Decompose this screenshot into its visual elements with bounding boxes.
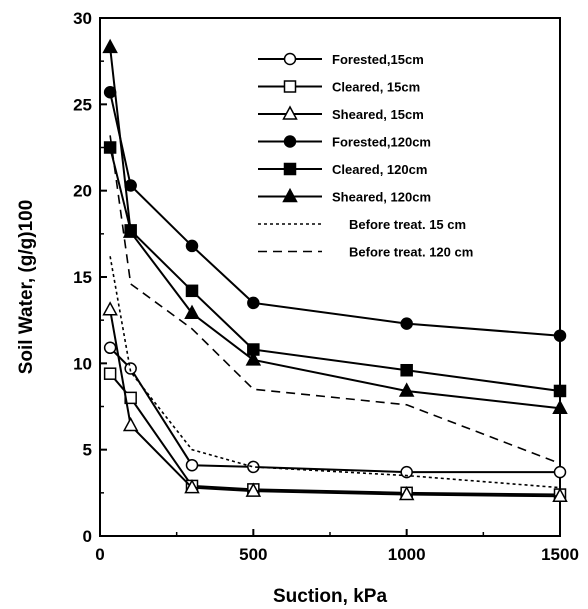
legend-label: Sheared, 120cm [332, 190, 431, 205]
x-tick-label: 0 [95, 545, 104, 564]
series-7 [109, 256, 561, 489]
data-point [553, 384, 567, 398]
legend-entry: Before treat. 15 cm [258, 217, 466, 232]
y-tick-label: 20 [73, 182, 92, 201]
plot-series [102, 38, 568, 503]
y-tick-label: 25 [73, 95, 92, 114]
series-1 [103, 341, 567, 479]
series-line [109, 309, 561, 498]
data-point [122, 223, 139, 238]
legend: Forested,15cm Cleared, 15cm Sheared, 15cm F… [258, 52, 473, 260]
series-line [109, 92, 561, 337]
series-2 [103, 367, 567, 501]
data-point [400, 465, 413, 479]
series-line [109, 373, 561, 496]
legend-entry: Cleared, 120cm [258, 162, 427, 177]
x-tick-label: 1500 [541, 545, 579, 564]
data-point [184, 304, 200, 320]
legend-marker [283, 162, 297, 176]
legend-label: Forested,120cm [332, 135, 431, 150]
data-point [245, 482, 262, 497]
series-line [109, 256, 561, 489]
series-line [109, 347, 560, 474]
legend-marker [282, 187, 298, 203]
data-point [122, 416, 139, 432]
data-point [553, 465, 567, 479]
data-point [552, 399, 568, 414]
legend-label: Forested,15cm [332, 52, 424, 67]
series-line [109, 135, 561, 465]
series-3 [102, 301, 568, 503]
data-point [553, 329, 567, 342]
data-point [398, 485, 415, 501]
series-6 [102, 38, 568, 414]
legend-entry: Cleared, 15cm [258, 80, 420, 95]
data-point [103, 367, 117, 380]
data-point [185, 239, 199, 253]
y-tick-label: 10 [73, 354, 92, 373]
data-point [552, 487, 568, 503]
data-point [184, 479, 200, 494]
legend-marker [283, 80, 297, 93]
x-axis-title: Suction, kPa [273, 586, 387, 607]
y-tick-label: 15 [73, 268, 92, 287]
data-point [400, 363, 413, 377]
data-point [103, 141, 117, 154]
data-point [102, 38, 118, 54]
legend-entry: Sheared, 15cm [258, 105, 424, 122]
plot-frame [99, 17, 561, 537]
data-point [400, 317, 413, 330]
axes: 0 5 10 15 20 25 30 0 500 1000 1500 [73, 9, 579, 564]
y-tick-label: 0 [83, 527, 92, 546]
series-4 [103, 85, 567, 342]
y-tick-label: 30 [73, 9, 92, 28]
data-point [185, 458, 199, 472]
legend-marker [282, 105, 298, 120]
series-line [109, 47, 561, 410]
data-point [185, 284, 199, 298]
y-tick-label: 5 [83, 441, 92, 460]
legend-marker [283, 135, 297, 148]
legend-entry: Forested,15cm [258, 52, 424, 67]
legend-label: Before treat. 15 cm [349, 217, 466, 232]
legend-entry: Before treat. 120 cm [258, 245, 473, 260]
legend-label: Cleared, 120cm [332, 162, 427, 177]
data-point [247, 296, 260, 310]
data-point [103, 341, 117, 355]
legend-entry: Forested,120cm [258, 135, 431, 150]
x-tick-label: 500 [239, 545, 267, 564]
data-point [247, 460, 260, 474]
x-tick-label: 1000 [388, 545, 426, 564]
data-point [245, 351, 262, 366]
data-point [398, 382, 415, 397]
legend-entry: Sheared, 120cm [258, 187, 431, 205]
data-point [102, 301, 118, 316]
series-5 [103, 141, 567, 398]
series-line [109, 147, 561, 392]
series-8 [109, 135, 561, 465]
legend-label: Sheared, 15cm [332, 107, 424, 122]
legend-marker [283, 52, 297, 66]
legend-label: Before treat. 120 cm [349, 245, 473, 260]
y-axis-title: Soil Water, (g/g)100 [16, 200, 37, 375]
legend-label: Cleared, 15cm [332, 80, 420, 95]
